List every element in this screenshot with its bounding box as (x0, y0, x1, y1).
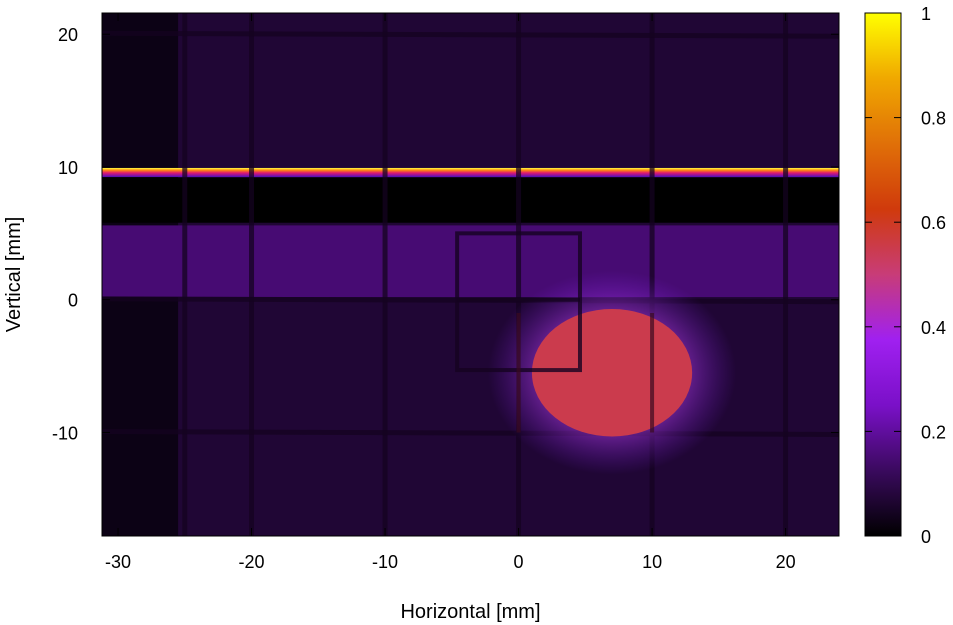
x-tick-label: 0 (514, 552, 524, 572)
x-tick-label: 10 (642, 552, 662, 572)
y-tick-label: -10 (52, 423, 78, 443)
colorbar-tick-label: 0.8 (921, 109, 946, 129)
colorbar-tick-label: 0 (921, 527, 931, 547)
y-tick-label: 20 (58, 25, 78, 45)
x-tick-label: 20 (776, 552, 796, 572)
x-tick-label: -10 (372, 552, 398, 572)
colorbar-tick-label: 0.6 (921, 213, 946, 233)
x-axis-label: Horizontal [mm] (400, 601, 540, 623)
hot-stripe (102, 167, 839, 177)
colorbar-axis: 0 0.2 0.4 0.6 0.8 1 (865, 4, 946, 547)
x-tick-label: -20 (239, 552, 265, 572)
colorbar (864, 12, 902, 537)
x-tick-label: -30 (105, 552, 131, 572)
y-tick-label: 0 (68, 291, 78, 311)
colorbar-tick-label: 1 (921, 4, 931, 24)
heatmap-image (102, 13, 839, 536)
dark-band (102, 177, 839, 223)
y-tick-label: 10 (58, 158, 78, 178)
colorbar-tick-label: 0.4 (921, 318, 946, 338)
mesh-line-horizontal (102, 30, 839, 39)
beam-spot-core (531, 309, 693, 437)
bright-band (102, 225, 839, 298)
mesh-line-horizontal (102, 428, 839, 437)
colorbar-tick-label: 0.2 (921, 422, 946, 442)
plot-frame (101, 12, 840, 537)
y-axis-label: Vertical [mm] (3, 217, 25, 333)
axes: -30 -20 -10 0 10 20 -10 0 10 20 (52, 13, 839, 572)
